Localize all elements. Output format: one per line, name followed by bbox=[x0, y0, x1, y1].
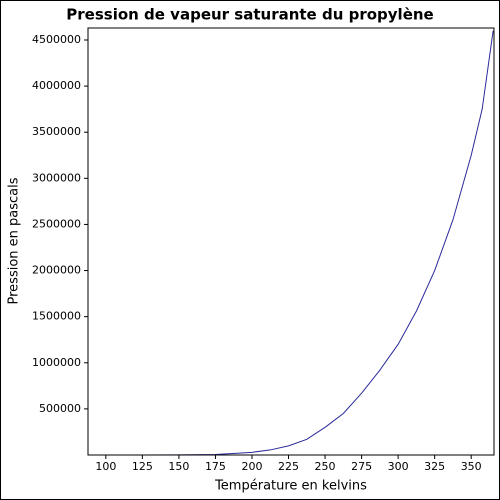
x-tick-label: 200 bbox=[241, 460, 262, 473]
y-tick-label: 500000 bbox=[39, 402, 81, 415]
y-tick-label: 2500000 bbox=[32, 217, 81, 230]
x-tick-label: 350 bbox=[461, 460, 482, 473]
x-tick-label: 275 bbox=[351, 460, 372, 473]
x-axis-label: Température en kelvins bbox=[214, 479, 367, 494]
x-tick-label: 300 bbox=[388, 460, 409, 473]
y-tick-label: 4500000 bbox=[32, 33, 81, 46]
x-tick-label: 325 bbox=[424, 460, 445, 473]
x-tick-label: 125 bbox=[132, 460, 153, 473]
y-tick-label: 4000000 bbox=[32, 79, 81, 92]
x-tick-label: 250 bbox=[315, 460, 336, 473]
x-tick-label: 150 bbox=[168, 460, 189, 473]
x-tick-label: 225 bbox=[278, 460, 299, 473]
x-tick-label: 100 bbox=[95, 460, 116, 473]
y-tick-label: 1000000 bbox=[32, 356, 81, 369]
y-tick-label: 3000000 bbox=[32, 171, 81, 184]
y-tick-label: 2000000 bbox=[32, 264, 81, 277]
data-line bbox=[88, 30, 494, 456]
y-axis-label: Pression en pascals bbox=[7, 177, 22, 304]
chart-title: Pression de vapeur saturante du propylèn… bbox=[66, 6, 433, 24]
y-tick-label: 1500000 bbox=[32, 310, 81, 323]
plot-frame bbox=[87, 27, 495, 456]
y-tick-label: 3500000 bbox=[32, 125, 81, 138]
x-tick-label: 175 bbox=[205, 460, 226, 473]
